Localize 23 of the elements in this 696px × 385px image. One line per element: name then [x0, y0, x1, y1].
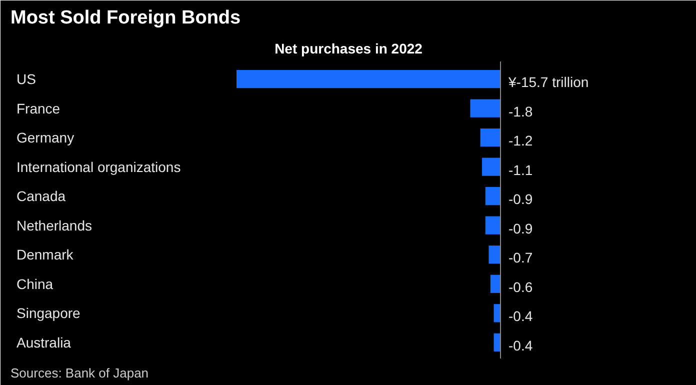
- data-label: -0.7: [508, 250, 533, 266]
- y-tick-label: Denmark: [16, 246, 74, 263]
- y-tick-label: Netherlands: [16, 217, 92, 234]
- data-label: -0.9: [508, 220, 533, 236]
- data-label: -0.4: [508, 308, 533, 324]
- data-label: -1.1: [508, 162, 533, 178]
- chart-subtitle: Net purchases in 2022: [274, 40, 423, 56]
- data-label: -0.6: [508, 278, 533, 295]
- y-tick-label: China: [16, 276, 54, 292]
- data-label: -0.9: [508, 191, 533, 208]
- data-label: ¥-15.7 trillion: [508, 74, 589, 90]
- y-tick-label: Singapore: [16, 305, 81, 322]
- data-label: -1.2: [508, 132, 533, 149]
- data-label: -1.8: [508, 103, 533, 120]
- y-tick-label: US: [16, 71, 36, 88]
- y-tick-label: Canada: [16, 188, 66, 204]
- chart-title: Most Sold Foreign Bonds: [10, 8, 241, 28]
- y-tick-label: Australia: [16, 334, 72, 350]
- y-tick-label: International organizations: [16, 158, 181, 175]
- y-tick-label: Germany: [16, 130, 74, 146]
- source-note: Sources: Bank of Japan: [10, 366, 149, 380]
- y-tick-label: France: [16, 100, 60, 116]
- data-label: -0.4: [508, 337, 533, 354]
